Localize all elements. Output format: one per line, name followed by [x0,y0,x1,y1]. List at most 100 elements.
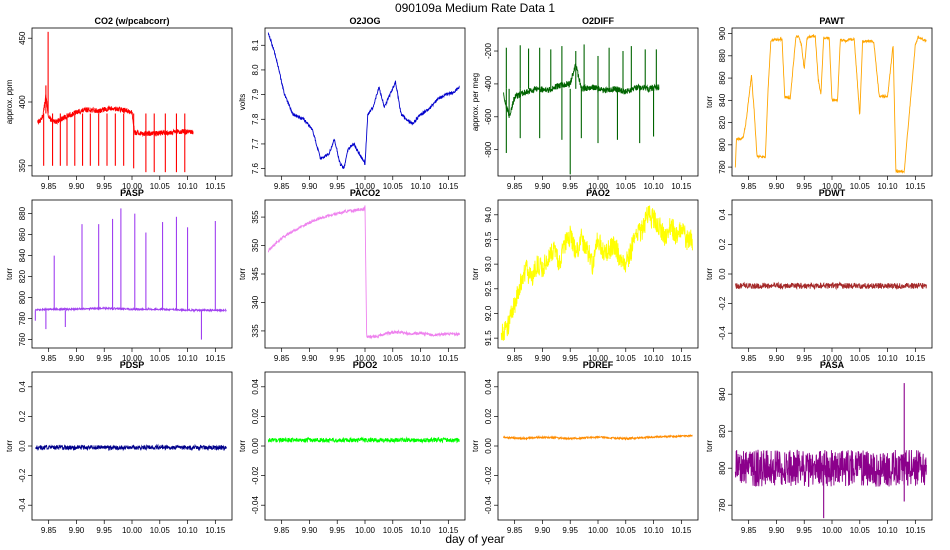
y-tick-label: 0.4 [18,381,27,393]
x-tick-label: 10.15 [438,526,459,535]
x-tick-label: 10.15 [671,354,692,363]
y-axis-label: torr [238,268,247,280]
plot-area [267,32,460,169]
y-tick-label: 780 [718,160,727,174]
y-tick-label: 400 [18,95,27,109]
y-tick-label: 335 [251,324,260,338]
x-tick-label: 10.00 [822,354,843,363]
panel-title: PACO2 [350,188,380,198]
y-tick-label: -0.4 [18,498,27,512]
x-axis-label: day of year [445,532,504,546]
series-line [503,434,693,441]
chart-panel-7: PAO2 9.85 9.90 9.95 10.00 10.05 10.10 10.15 91.5… [471,188,699,363]
x-tick-label: 10.15 [205,526,226,535]
y-tick-label: 93.5 [484,231,493,247]
y-tick-label: 800 [18,290,27,304]
plot-area [267,436,460,444]
x-tick-label: 10.15 [671,182,692,191]
plot-area [503,44,660,175]
x-tick-label: 9.85 [41,354,57,363]
y-tick-label: -0.2 [18,468,27,482]
x-tick-label: 10.10 [644,354,665,363]
y-tick-label: 780 [718,498,727,512]
y-tick-label: 345 [251,267,260,281]
y-tick-label: 340 [251,295,260,309]
y-tick-label: 840 [718,93,727,107]
chart-panel-12: PASA 9.85 9.90 9.95 10.00 10.05 10.10 10.15 780 8… [705,360,933,535]
x-tick-label: 10.10 [878,354,899,363]
plot-frame [497,371,699,521]
plot-frame [731,27,933,177]
x-tick-label: 9.95 [96,182,112,191]
x-tick-label: 9.85 [41,526,57,535]
x-tick-label: 10.15 [905,182,926,191]
x-tick-label: 10.10 [644,526,665,535]
x-tick-label: 9.85 [507,354,523,363]
x-tick-label: 10.15 [905,354,926,363]
x-tick-label: 10.00 [355,526,376,535]
x-tick-label: 9.85 [274,526,290,535]
plot-area [734,34,927,174]
x-tick-label: 10.10 [178,354,199,363]
y-tick-label: 0.00 [251,438,260,454]
panel-title: PDO2 [353,360,378,370]
y-tick-label: 0.02 [484,408,493,424]
y-axis-label: torr [471,440,480,452]
y-tick-label: 0.02 [251,408,260,424]
x-tick-label: 10.10 [878,182,899,191]
series-line [734,281,927,291]
plot-area [37,31,194,173]
series-line [267,205,460,340]
y-tick-label: -0.04 [251,496,260,515]
series-line [37,94,194,138]
y-tick-label: 0.00 [484,438,493,454]
x-tick-label: 10.05 [616,526,637,535]
chart-panel-8: PDWT 9.85 9.90 9.95 10.00 10.05 10.10 10.15 -0.4… [705,188,933,363]
y-tick-label: 820 [18,269,27,283]
series-line [734,449,927,487]
y-axis-label: torr [705,96,714,108]
y-tick-label: 0.0 [18,440,27,452]
y-axis-label: approx. per meg [471,73,480,131]
x-tick-label: 10.05 [850,526,871,535]
y-tick-label: 0.2 [18,410,27,422]
x-tick-label: 9.85 [274,354,290,363]
y-tick-label: -600 [484,108,493,125]
x-tick-label: 9.95 [562,354,578,363]
x-tick-label: 9.95 [562,182,578,191]
y-tick-label: 800 [718,138,727,152]
y-tick-label: 7.7 [251,138,260,150]
x-tick-label: 10.10 [411,526,432,535]
x-tick-label: 10.00 [822,526,843,535]
x-tick-label: 9.95 [96,526,112,535]
y-tick-label: 350 [251,238,260,252]
x-tick-label: 9.95 [796,354,812,363]
plot-area [734,281,927,291]
y-tick-label: 92.0 [484,305,493,321]
y-tick-label: 860 [18,227,27,241]
y-tick-label: 92.5 [484,280,493,296]
x-tick-label: 10.00 [122,526,143,535]
panel-title: O2DIFF [582,16,615,26]
plot-area [34,208,227,340]
y-tick-label: 8.1 [251,39,260,51]
x-tick-label: 10.15 [205,182,226,191]
x-tick-label: 9.85 [507,526,523,535]
chart-panel-6: PACO2 9.85 9.90 9.95 10.00 10.05 10.10 10.15 335… [238,188,466,363]
chart-panel-9: PDSP 9.85 9.90 9.95 10.00 10.05 10.10 10.15 -0.4… [5,360,233,535]
y-tick-label: -200 [484,42,493,59]
y-tick-label: -0.02 [251,466,260,485]
y-axis-label: torr [5,268,14,280]
series-line [734,34,927,174]
chart-panel-4: PAWT 9.85 9.90 9.95 10.00 10.05 10.10 10.15 780 8… [705,16,933,191]
y-tick-label: 860 [718,71,727,85]
x-tick-label: 10.10 [411,354,432,363]
x-tick-label: 9.90 [535,526,551,535]
x-tick-label: 9.95 [329,354,345,363]
y-axis-label: volts [238,94,247,110]
x-tick-label: 10.15 [205,354,226,363]
plot-frame [264,371,466,521]
x-tick-label: 9.95 [96,354,112,363]
y-tick-label: 800 [718,461,727,475]
panel-title: CO2 (w/pcabcorr) [94,16,169,26]
